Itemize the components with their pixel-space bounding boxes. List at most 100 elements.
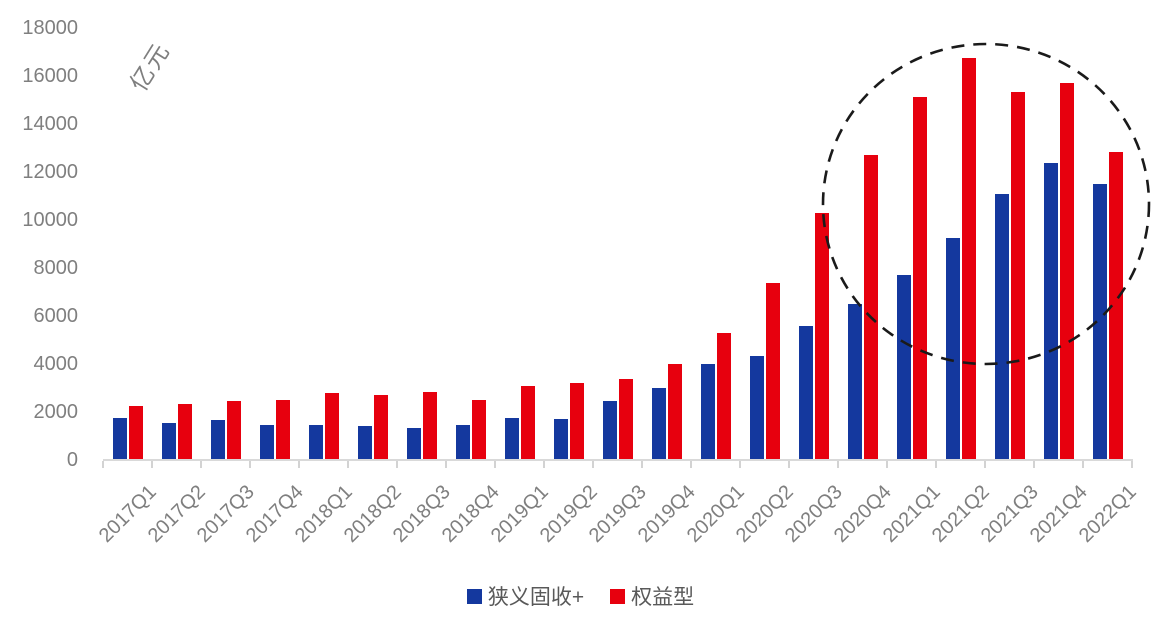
狭义固收+-bar <box>798 325 813 459</box>
权益型-bar <box>1010 91 1025 459</box>
权益型-bar <box>373 395 388 459</box>
x-axis-tick <box>445 461 447 468</box>
权益型-bar <box>422 391 437 459</box>
权益型-bar <box>226 401 241 459</box>
category-group <box>985 27 1034 459</box>
y-axis-tick-label: 10000 <box>22 209 78 231</box>
x-axis-tick <box>1131 461 1133 468</box>
狭义固收+-bar <box>259 425 274 459</box>
category-group <box>593 27 642 459</box>
狭义固收+-bar <box>210 419 225 459</box>
权益型-bar <box>863 155 878 459</box>
狭义固收+-bar <box>945 238 960 459</box>
category-group <box>544 27 593 459</box>
chart-legend: 狭义固收+ 权益型 <box>0 581 1161 611</box>
y-axis-tick-label: 0 <box>66 449 78 471</box>
狭义固收+-bar <box>504 418 519 459</box>
权益型-bar <box>765 282 780 459</box>
x-axis-tick <box>249 461 251 468</box>
x-axis-tick <box>690 461 692 468</box>
狭义固收+-bar <box>1043 162 1058 459</box>
狭义固收+-bar <box>700 364 715 459</box>
x-axis-tick <box>837 461 839 468</box>
狭义固收+-bar <box>308 425 323 459</box>
x-axis-tick <box>592 461 594 468</box>
category-group <box>495 27 544 459</box>
x-axis-tick <box>102 461 104 468</box>
狭义固收+-bar <box>455 424 470 459</box>
权益型-bar <box>324 393 339 459</box>
权益型-bar <box>177 403 192 459</box>
狭义固收+-bar <box>994 193 1009 459</box>
category-group <box>250 27 299 459</box>
狭义固收+-bar <box>357 425 372 459</box>
权益型-bar <box>618 378 633 459</box>
y-axis-tick-label: 18000 <box>22 17 78 39</box>
权益型-bar <box>128 406 143 459</box>
category-group <box>397 27 446 459</box>
category-group <box>1034 27 1083 459</box>
权益型-bar <box>667 364 682 459</box>
x-axis-tick <box>641 461 643 468</box>
x-axis-tick <box>1033 461 1035 468</box>
x-axis-tick <box>543 461 545 468</box>
legend-label: 狭义固收+ <box>487 586 585 609</box>
category-group <box>838 27 887 459</box>
y-axis-tick-label: 6000 <box>33 305 79 327</box>
权益型-bar <box>716 333 731 459</box>
category-group <box>152 27 201 459</box>
狭义固收+-bar <box>406 427 421 459</box>
y-axis-tick-label: 8000 <box>33 257 79 279</box>
x-axis-tick <box>494 461 496 468</box>
category-group <box>103 27 152 459</box>
狭义固收+-bar <box>749 355 764 459</box>
x-axis-tick <box>788 461 790 468</box>
x-axis-tick <box>739 461 741 468</box>
y-axis-tick-label: 2000 <box>33 401 79 423</box>
x-axis-tick <box>200 461 202 468</box>
legend-swatch-icon <box>610 588 626 604</box>
y-axis-tick-label: 14000 <box>22 113 78 135</box>
category-group <box>789 27 838 459</box>
权益型-bar <box>912 96 927 459</box>
category-group <box>936 27 985 459</box>
category-group <box>887 27 936 459</box>
x-axis-tick <box>1082 461 1084 468</box>
category-group <box>642 27 691 459</box>
y-axis-tick-label: 12000 <box>22 161 78 183</box>
权益型-bar <box>520 385 535 459</box>
category-group <box>201 27 250 459</box>
x-axis-line <box>103 459 1133 461</box>
category-group <box>446 27 495 459</box>
category-group <box>691 27 740 459</box>
狭义固收+-bar <box>651 388 666 459</box>
狭义固收+-bar <box>1092 184 1107 459</box>
权益型-bar <box>471 400 486 459</box>
legend-label: 权益型 <box>631 586 695 609</box>
legend-swatch-icon <box>466 588 482 604</box>
x-axis-tick <box>984 461 986 468</box>
x-axis-tick <box>347 461 349 468</box>
权益型-bar <box>961 58 976 459</box>
狭义固收+-bar <box>112 418 127 459</box>
x-axis-tick <box>396 461 398 468</box>
x-axis-tick <box>151 461 153 468</box>
category-group <box>348 27 397 459</box>
x-axis-tick <box>886 461 888 468</box>
category-group <box>740 27 789 459</box>
y-axis-tick-label: 16000 <box>22 65 78 87</box>
狭义固收+-bar <box>161 423 176 459</box>
权益型-bar <box>814 213 829 459</box>
category-group <box>299 27 348 459</box>
权益型-bar <box>569 383 584 459</box>
legend-item: 权益型 <box>610 581 694 611</box>
狭义固收+-bar <box>847 304 862 459</box>
权益型-bar <box>1108 151 1123 459</box>
legend-item: 狭义固收+ <box>466 581 585 611</box>
狭义固收+-bar <box>896 275 911 459</box>
狭义固收+-bar <box>602 401 617 459</box>
x-axis-tick <box>935 461 937 468</box>
权益型-bar <box>1059 83 1074 459</box>
权益型-bar <box>275 400 290 459</box>
